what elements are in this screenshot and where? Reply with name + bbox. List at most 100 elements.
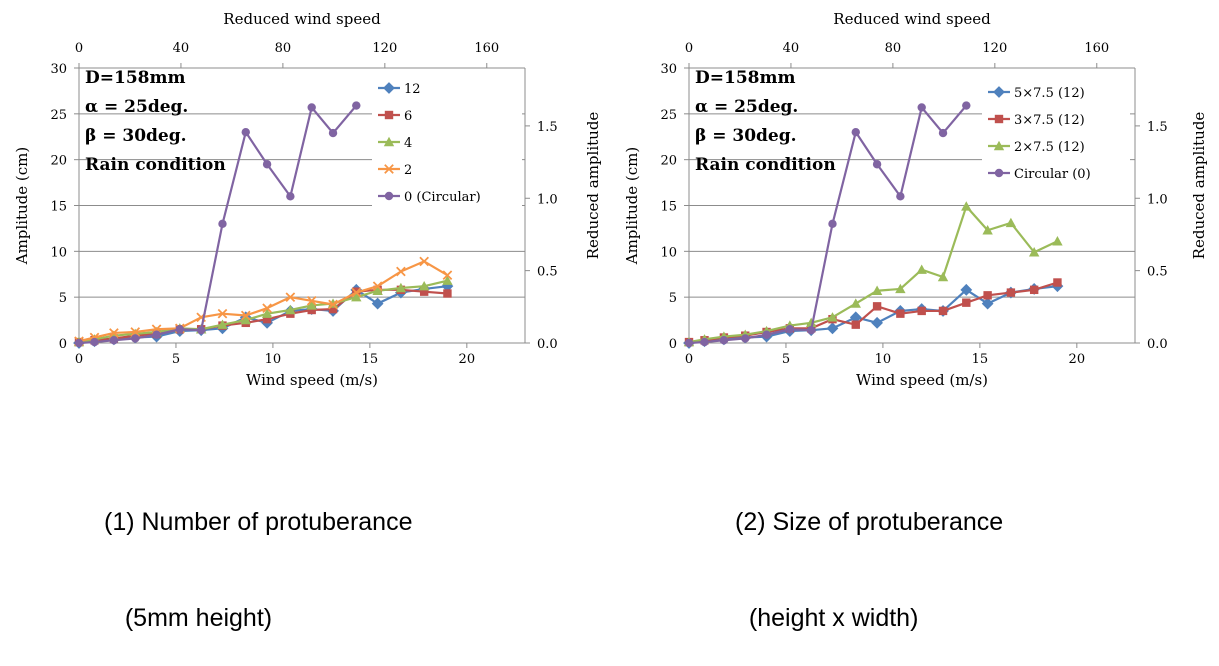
x2-tick-label: 0 bbox=[685, 41, 693, 56]
data-point bbox=[217, 308, 228, 319]
legend-marker bbox=[994, 114, 1004, 124]
x2-tick-label: 40 bbox=[173, 41, 190, 56]
data-point bbox=[109, 328, 119, 338]
data-point bbox=[917, 306, 926, 316]
caption-left-line2: (5mm height) bbox=[104, 604, 273, 632]
data-point bbox=[175, 325, 185, 334]
legend-label: 12 bbox=[404, 82, 421, 97]
x2-axis-label: Reduced wind speed bbox=[223, 10, 381, 28]
y2-tick-label: 0.5 bbox=[537, 265, 558, 280]
x2-axis-label: Reduced wind speed bbox=[833, 10, 991, 28]
x2-tick-label: 0 bbox=[75, 41, 83, 56]
y-tick-label: 20 bbox=[660, 154, 677, 169]
x2-tick-label: 80 bbox=[885, 41, 902, 56]
data-point bbox=[1028, 247, 1040, 257]
data-point bbox=[328, 304, 338, 314]
y-tick-label: 25 bbox=[660, 108, 677, 123]
data-point bbox=[152, 330, 161, 339]
data-point bbox=[442, 275, 453, 285]
data-point bbox=[851, 127, 860, 137]
y2-tick-label: 0.5 bbox=[1147, 265, 1168, 280]
y-tick-label: 15 bbox=[660, 200, 677, 215]
annotation-text: α = 25deg. bbox=[85, 97, 188, 117]
data-point bbox=[396, 266, 406, 277]
data-point bbox=[895, 283, 906, 294]
data-point bbox=[937, 271, 949, 282]
x-tick-label: 10 bbox=[265, 352, 282, 367]
data-point bbox=[762, 330, 771, 339]
data-point bbox=[719, 336, 729, 345]
x-tick-label: 20 bbox=[1069, 352, 1086, 367]
data-point bbox=[1005, 217, 1017, 228]
legend-label: 6 bbox=[404, 109, 412, 124]
data-point bbox=[371, 297, 384, 310]
data-point bbox=[700, 337, 709, 347]
annotation-block: D=158mm α = 25deg. β = 30deg. Rain conditio… bbox=[85, 68, 226, 175]
data-point bbox=[785, 325, 795, 334]
y-tick-label: 15 bbox=[50, 200, 67, 215]
annotation-text: Rain condition bbox=[85, 155, 226, 175]
data-point bbox=[982, 225, 993, 235]
data-point bbox=[218, 219, 227, 229]
data-point bbox=[806, 325, 816, 335]
x-tick-label: 15 bbox=[972, 352, 989, 367]
y-tick-label: 0 bbox=[669, 337, 677, 352]
annotation-text: Rain condition bbox=[695, 155, 836, 175]
data-point bbox=[262, 160, 272, 169]
legend: 12 6 4 2 0 (Circular) bbox=[372, 74, 522, 219]
data-point bbox=[395, 282, 407, 293]
y2-axis-label: Reduced amplitude bbox=[584, 112, 602, 260]
legend-marker bbox=[384, 110, 394, 120]
data-point bbox=[196, 325, 206, 335]
legend-box bbox=[372, 74, 522, 219]
y-tick-label: 25 bbox=[50, 108, 67, 123]
legend-marker bbox=[383, 136, 395, 147]
data-point bbox=[741, 334, 750, 343]
x-tick-label: 5 bbox=[172, 352, 180, 367]
series-5 bbox=[74, 101, 361, 348]
y2-tick-label: 1.5 bbox=[537, 120, 558, 135]
data-point bbox=[372, 281, 383, 292]
legend-marker bbox=[383, 82, 395, 94]
series-line bbox=[78, 260, 448, 343]
legend-label: Circular (0) bbox=[1014, 167, 1091, 182]
caption-right: (2) Size of protuberance (height x width… bbox=[735, 442, 1003, 666]
legend-label: 2×7.5 (12) bbox=[1014, 140, 1085, 155]
data-point bbox=[938, 306, 948, 316]
data-point bbox=[74, 338, 84, 348]
data-point bbox=[285, 292, 296, 303]
y-axis-label: Amplitude (cm) bbox=[623, 147, 641, 266]
caption-right-line2: (height x width) bbox=[735, 604, 919, 632]
data-point bbox=[826, 322, 839, 335]
y2-tick-label: 1.0 bbox=[537, 192, 558, 207]
y-tick-label: 20 bbox=[50, 154, 67, 169]
series-4 bbox=[684, 101, 971, 348]
data-point bbox=[1053, 278, 1062, 287]
y-tick-label: 30 bbox=[50, 62, 67, 77]
legend-box bbox=[982, 78, 1130, 200]
data-point bbox=[684, 338, 694, 348]
legend-marker bbox=[993, 86, 1005, 98]
x-tick-label: 10 bbox=[875, 352, 892, 367]
caption-left: (1) Number of protuberance (5mm height) bbox=[104, 442, 412, 666]
annotation-text: β = 30deg. bbox=[85, 126, 187, 146]
y-tick-label: 0 bbox=[59, 337, 67, 352]
y-tick-label: 5 bbox=[669, 291, 677, 306]
y2-tick-label: 1.0 bbox=[1147, 192, 1168, 207]
legend-label: 2 bbox=[404, 163, 412, 178]
data-point bbox=[307, 103, 316, 112]
data-point bbox=[351, 287, 362, 298]
legend-marker bbox=[384, 191, 394, 201]
x2-tick-label: 120 bbox=[372, 41, 397, 56]
data-point bbox=[805, 317, 817, 328]
x2-tick-label: 40 bbox=[783, 41, 800, 56]
x-tick-label: 20 bbox=[459, 352, 476, 367]
y-axis-label: Amplitude (cm) bbox=[13, 147, 31, 266]
data-point bbox=[261, 308, 273, 318]
y-tick-label: 5 bbox=[59, 291, 67, 306]
data-point bbox=[372, 285, 383, 295]
data-point bbox=[981, 297, 994, 310]
data-point bbox=[419, 256, 430, 267]
data-point bbox=[217, 319, 228, 329]
chart-2: 0 5 10 15 20 0 5 10 15 20 25 30 0 40 80 120 160 0.0 0.5 1.0… bbox=[623, 10, 1208, 389]
